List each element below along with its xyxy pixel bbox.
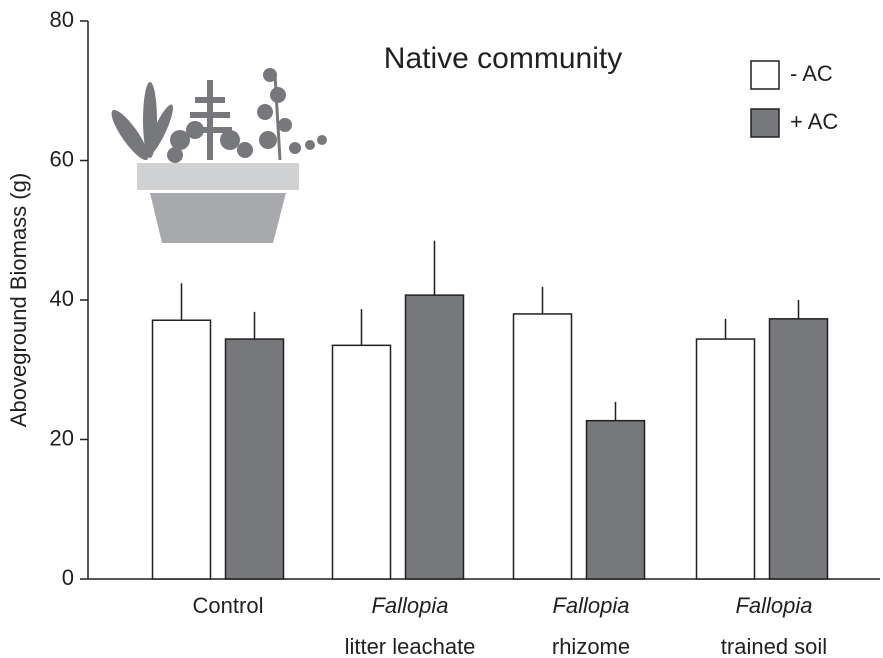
x-tick-label: trained soil — [721, 634, 827, 658]
chart-title: Native community — [384, 42, 622, 75]
bar — [331, 344, 392, 580]
x-tick-label: Fallopia — [371, 593, 448, 618]
bar — [224, 338, 285, 580]
y-tick-label: 80 — [50, 7, 74, 32]
legend-label: + AC — [790, 109, 838, 134]
x-tick-label: rhizome — [552, 634, 630, 658]
bar — [695, 338, 756, 580]
legend-swatch — [750, 60, 780, 90]
y-tick-label: 20 — [50, 425, 74, 450]
x-tick-label: Fallopia — [552, 593, 629, 618]
legend-label: - AC — [790, 61, 833, 86]
bar — [151, 319, 212, 580]
legend-swatch — [750, 108, 780, 138]
bar — [585, 419, 646, 580]
plant-illustration — [111, 68, 327, 243]
y-tick-label: 60 — [50, 146, 74, 171]
bar — [768, 318, 829, 580]
bar — [512, 313, 573, 580]
y-tick-label: 40 — [50, 286, 74, 311]
x-tick-label: Control — [193, 593, 264, 618]
x-tick-label: litter leachate — [345, 634, 476, 658]
y-tick-label: 0 — [62, 565, 74, 590]
y-axis-label: Aboveground Biomass (g) — [6, 173, 31, 427]
bar — [404, 294, 465, 580]
x-tick-label: Fallopia — [735, 593, 812, 618]
